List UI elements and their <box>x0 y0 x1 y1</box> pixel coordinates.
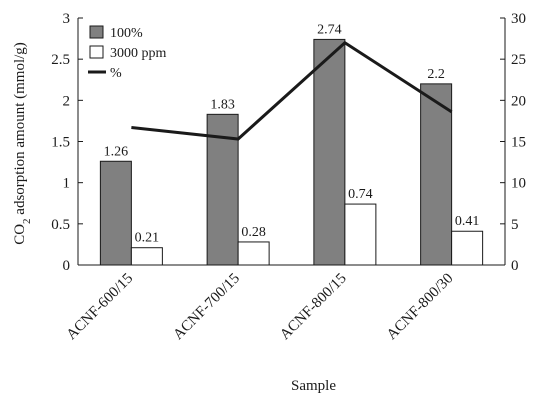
data-label-series-b-0: 0.21 <box>135 231 160 246</box>
y-tick-label-left-3: 1.5 <box>51 135 70 151</box>
y-tick-label-left-1: 0.5 <box>51 217 70 233</box>
y-tick-label-left-2: 1 <box>63 176 71 192</box>
bar-series-b-2 <box>344 203 377 266</box>
y-tick-label-left-6: 3 <box>63 11 71 27</box>
x-tick-label-2: ACNF-800/15 <box>277 271 350 344</box>
bar-series-a-2 <box>313 38 346 266</box>
data-label-series-a-3: 2.2 <box>427 67 445 82</box>
y-tick-label-right-6: 30 <box>511 11 526 27</box>
y-tick-label-left-4: 2 <box>63 93 71 109</box>
legend-swatch-series-a <box>89 25 104 39</box>
x-tick-label-3: ACNF-800/30 <box>384 271 457 344</box>
x-tick-label-0: ACNF-600/15 <box>64 271 137 344</box>
y-tick-label-right-4: 20 <box>511 93 526 109</box>
line-series-percent <box>131 40 453 141</box>
legend-label-series-b: 3000 ppm <box>110 46 167 61</box>
bar-series-b-3 <box>451 230 484 266</box>
x-axis-label: Sample <box>291 378 336 394</box>
data-label-series-b-2: 0.74 <box>348 187 373 202</box>
y-tick-label-right-3: 15 <box>511 135 526 151</box>
data-label-series-a-0: 1.26 <box>104 144 129 159</box>
data-label-series-b-1: 0.28 <box>241 225 266 240</box>
bar-series-a-3 <box>420 83 453 266</box>
y-tick-label-left-5: 2.5 <box>51 52 70 68</box>
x-tick-label-1: ACNF-700/15 <box>170 271 243 344</box>
data-label-series-a-2: 2.74 <box>317 22 342 37</box>
y-tick-label-right-1: 5 <box>511 217 519 233</box>
data-label-series-a-1: 1.83 <box>210 97 235 112</box>
y-axis-label: CO2 adsorption amount (mmol/g) <box>12 42 33 245</box>
legend-swatch-series-b <box>89 45 104 59</box>
bar-series-b-0 <box>130 247 163 266</box>
y-tick-label-right-2: 10 <box>511 176 526 192</box>
y-tick-label-right-5: 25 <box>511 52 526 68</box>
legend-label-line: % <box>110 66 122 81</box>
y-tick-label-right-0: 0 <box>511 258 519 274</box>
bar-series-a-0 <box>99 160 132 266</box>
y-tick-label-left-0: 0 <box>63 258 71 274</box>
legend-label-series-a: 100% <box>110 26 143 41</box>
data-label-series-b-3: 0.41 <box>455 214 480 229</box>
bar-series-b-1 <box>237 241 270 266</box>
